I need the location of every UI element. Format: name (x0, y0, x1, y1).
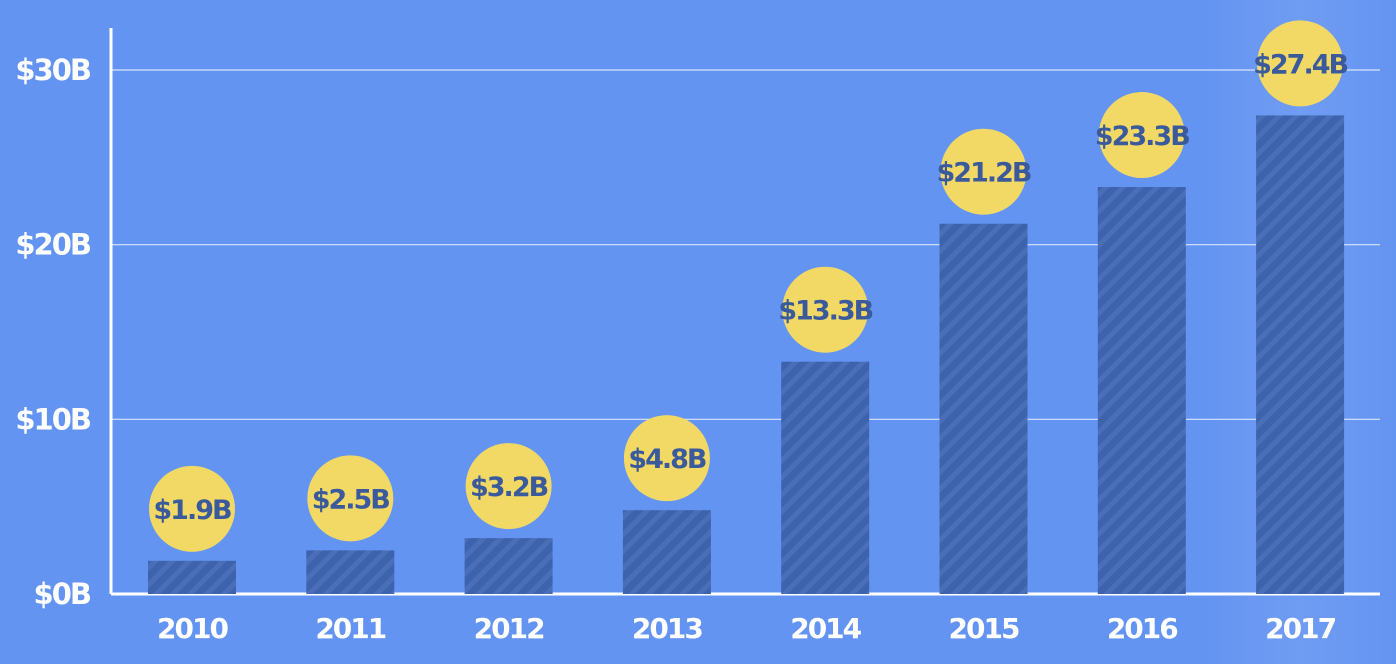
bar (622, 510, 711, 594)
gridlines (111, 69, 1380, 420)
x-tick-label: 2016 (1107, 612, 1177, 645)
data-label: $23.3B (1095, 121, 1189, 152)
y-tick-label: $10B (15, 402, 91, 436)
data-label-circle (1257, 20, 1344, 107)
bar (781, 361, 870, 594)
data-label: $13.3B (778, 296, 872, 327)
x-tick-label: 2014 (790, 612, 861, 645)
data-label-circle (307, 455, 394, 542)
y-tick-label: $0B (34, 577, 91, 611)
data-label: $1.9B (153, 495, 231, 526)
bars (148, 115, 1345, 594)
x-tick-label: 2010 (157, 612, 228, 645)
data-labels: $1.9B $2.5B $3.2B $4.8B $13.3B $21.2B $23.3B $2… (149, 20, 1350, 552)
data-label: $3.2B (470, 472, 548, 503)
bar (1256, 115, 1345, 594)
y-tick-label: $20B (15, 228, 91, 262)
bar (1097, 187, 1186, 594)
data-label: $27.4B (1253, 49, 1347, 80)
data-label-circle (465, 443, 552, 530)
data-label: $2.5B (312, 484, 390, 515)
axes (109, 28, 1380, 596)
bar (939, 223, 1028, 594)
bar (148, 560, 236, 594)
data-label-circle (782, 266, 869, 353)
x-tick-label: 2012 (474, 612, 544, 645)
x-tick-label: 2015 (949, 612, 1019, 645)
data-label-circle (940, 128, 1027, 215)
data-label-circle (149, 465, 235, 552)
tick-labels: $0B $10B $20B $30B 2010 2011 2012 2013 2014 2015 2… (15, 53, 1337, 645)
data-label-circle (1098, 92, 1185, 179)
data-label: $4.8B (628, 444, 706, 475)
x-tick-label: 2013 (632, 612, 702, 645)
data-label-circle (623, 415, 710, 502)
x-tick-label: 2017 (1265, 612, 1335, 645)
bar (306, 550, 395, 594)
y-tick-label: $30B (15, 53, 91, 87)
data-label: $21.2B (937, 158, 1031, 189)
x-tick-label: 2011 (315, 612, 385, 645)
bar (464, 538, 553, 594)
